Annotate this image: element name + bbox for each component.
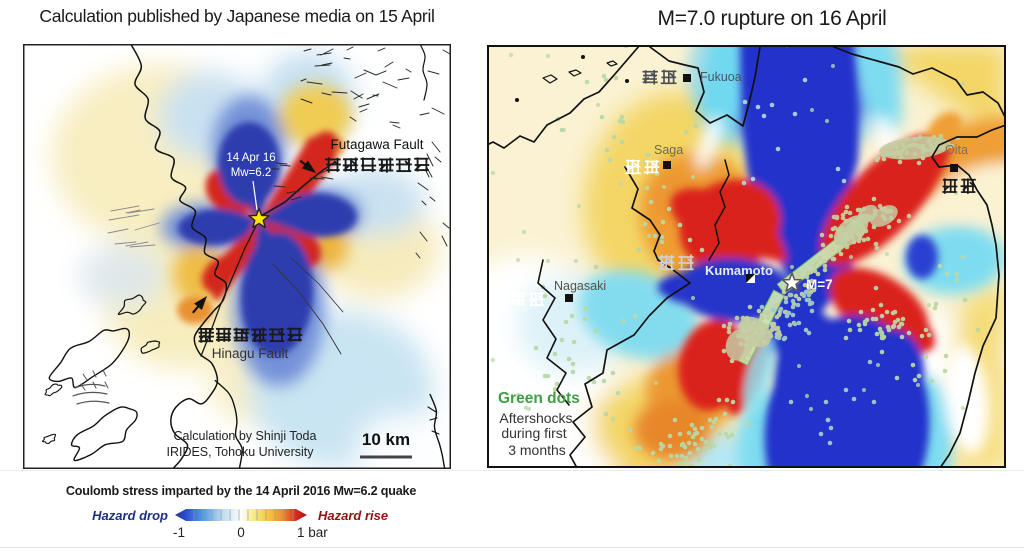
svg-text:Hazard rise: Hazard rise xyxy=(318,508,388,523)
svg-text:Oita: Oita xyxy=(945,143,968,157)
svg-text:14 Apr 16: 14 Apr 16 xyxy=(226,152,275,164)
svg-text:during first: during first xyxy=(501,425,566,441)
svg-text:M=7: M=7 xyxy=(806,277,833,292)
svg-text:Kumamoto: Kumamoto xyxy=(705,263,773,278)
svg-text:IRIDES, Tohoku University: IRIDES, Tohoku University xyxy=(166,445,314,459)
svg-text:Green dots: Green dots xyxy=(498,390,580,407)
svg-text:0: 0 xyxy=(237,525,245,540)
svg-text:Nagasaki: Nagasaki xyxy=(554,279,606,293)
svg-text:Saga: Saga xyxy=(654,143,683,157)
svg-text:Hazard drop: Hazard drop xyxy=(92,508,168,523)
svg-text:1 bar: 1 bar xyxy=(297,525,328,540)
svg-text:-1: -1 xyxy=(173,525,185,540)
svg-text:10 km: 10 km xyxy=(362,430,410,449)
svg-text:Calculation by Shinji Toda: Calculation by Shinji Toda xyxy=(174,429,317,443)
svg-text:Fukuoa: Fukuoa xyxy=(700,70,742,84)
svg-text:Aftershocks: Aftershocks xyxy=(499,410,572,426)
svg-text:Futagawa Fault: Futagawa Fault xyxy=(330,137,423,152)
svg-text:Hinagu Fault: Hinagu Fault xyxy=(212,346,289,361)
svg-text:3 months: 3 months xyxy=(508,442,566,458)
svg-text:Mw=6.2: Mw=6.2 xyxy=(231,167,272,179)
